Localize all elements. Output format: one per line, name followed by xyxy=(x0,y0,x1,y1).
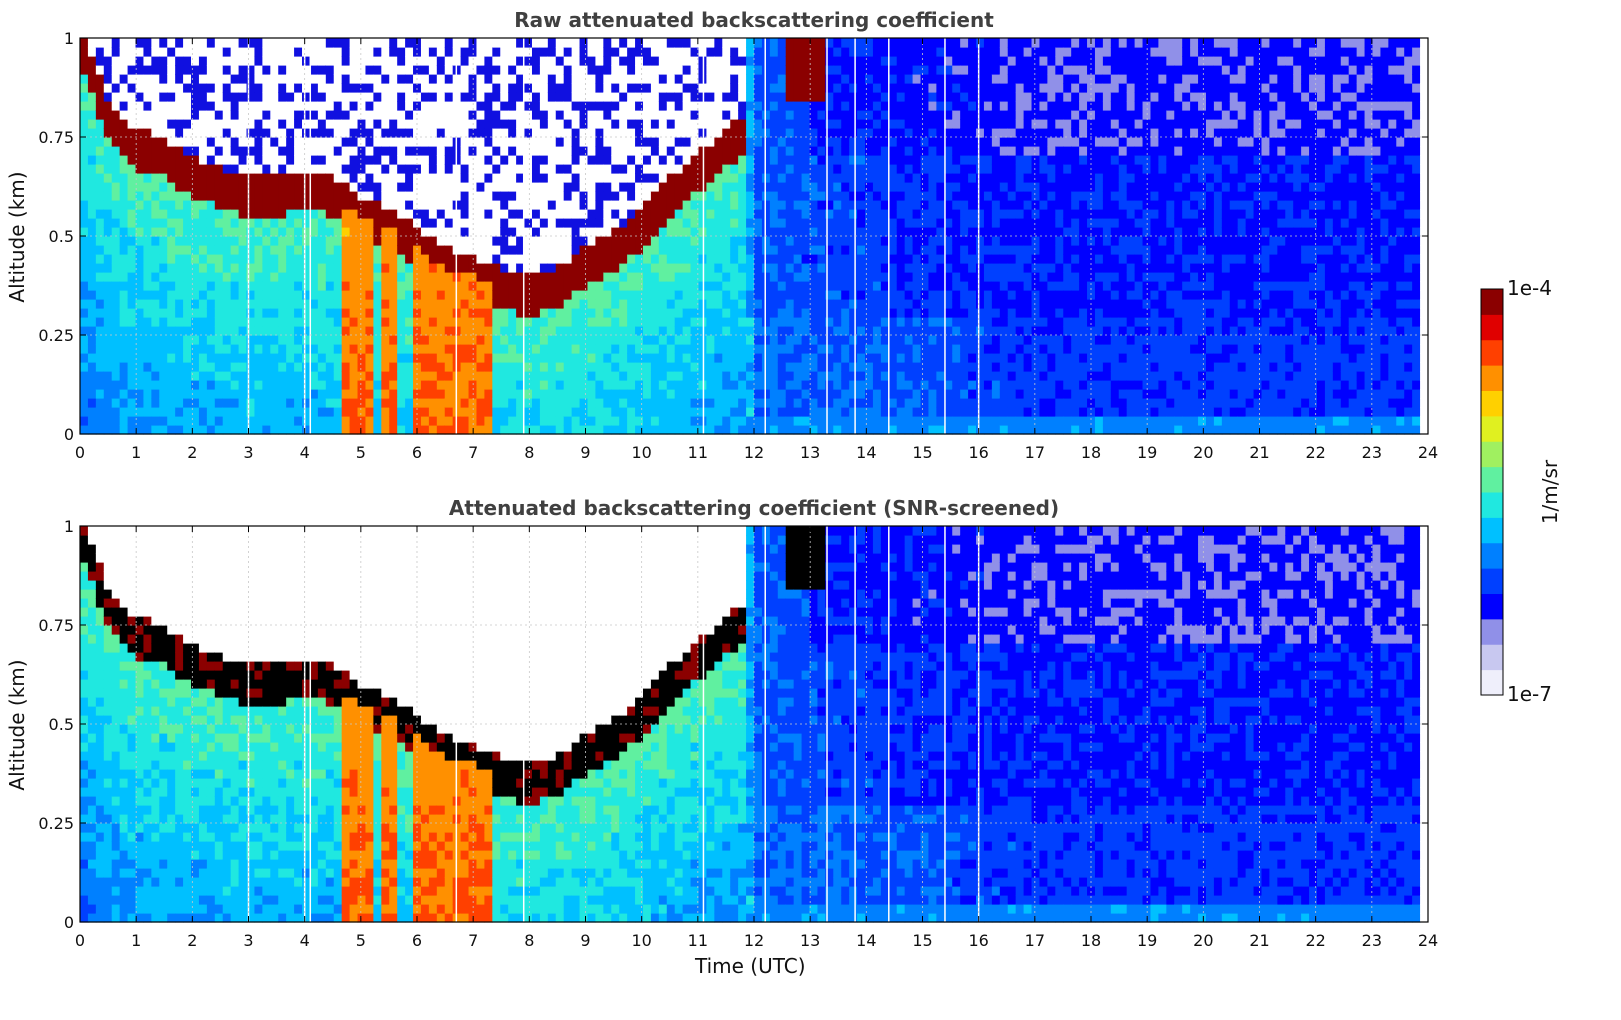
y-tick-label: 0 xyxy=(64,425,74,444)
colorbar-swatch xyxy=(1481,365,1503,391)
colorbar-swatch xyxy=(1481,289,1503,315)
y-tick-label: 0.75 xyxy=(38,128,74,147)
x-tick-label: 12 xyxy=(744,443,764,462)
y-tick-label: 0.75 xyxy=(38,616,74,635)
heatmap-cells xyxy=(80,38,1429,435)
x-tick-label: 6 xyxy=(412,443,422,462)
colorbar-swatch xyxy=(1481,593,1503,620)
x-tick-label: 18 xyxy=(1081,931,1101,950)
x-tick-label: 7 xyxy=(468,443,478,462)
x-axis-label: Time (UTC) xyxy=(695,954,806,978)
x-tick-label: 0 xyxy=(75,443,85,462)
grid-lines xyxy=(79,37,1429,435)
x-tick-label: 2 xyxy=(187,931,197,950)
x-tick-label: 21 xyxy=(1249,443,1269,462)
x-tick-label: 23 xyxy=(1362,931,1382,950)
x-tick-label: 13 xyxy=(800,931,820,950)
x-tick-label: 24 xyxy=(1418,931,1438,950)
y-tick-label: 1 xyxy=(64,517,74,536)
grid-lines xyxy=(79,525,1429,923)
x-tick-label: 3 xyxy=(243,931,253,950)
x-tick-label: 13 xyxy=(800,443,820,462)
colorbar-swatch xyxy=(1481,466,1503,493)
x-tick-label: 16 xyxy=(968,931,988,950)
x-tick-label: 8 xyxy=(524,931,534,950)
colorbar-swatch xyxy=(1481,644,1503,671)
heatmap-cells xyxy=(80,526,1429,923)
x-tick-label: 17 xyxy=(1025,931,1045,950)
y-tick-label: 0.25 xyxy=(38,326,74,345)
y-tick-label: 0 xyxy=(64,913,74,932)
colorbar-swatch xyxy=(1481,390,1503,417)
colorbar-unit-label: 1/m/sr xyxy=(1538,459,1562,525)
x-tick-label: 15 xyxy=(912,443,932,462)
colorbar-swatch xyxy=(1481,415,1503,442)
colorbar-swatch xyxy=(1481,618,1503,645)
x-tick-label: 4 xyxy=(300,443,310,462)
x-tick-label: 14 xyxy=(856,443,876,462)
axis-ticks: 0 1 2 3 4 5 6 7 8 9 10 11 12 13 14 15 16 17 18 19 20 21 22 23 24… xyxy=(38,517,1438,950)
x-tick-label: 22 xyxy=(1305,931,1325,950)
colorbar-min-label: 1e-7 xyxy=(1507,682,1552,706)
x-tick-label: 7 xyxy=(468,931,478,950)
axis-ticks: 0 1 2 3 4 5 6 7 8 9 10 11 12 13 14 15 16 17 18 19 20 21 22 23 24… xyxy=(38,29,1438,462)
x-tick-label: 9 xyxy=(580,443,590,462)
colorbar-swatch xyxy=(1481,669,1503,696)
x-tick-label: 21 xyxy=(1249,931,1269,950)
x-tick-label: 14 xyxy=(856,931,876,950)
x-tick-label: 9 xyxy=(580,931,590,950)
x-tick-label: 22 xyxy=(1305,443,1325,462)
colorbar-frame xyxy=(1480,288,1504,696)
bottom-chart-title: Attenuated backscattering coefficient (S… xyxy=(448,496,1060,520)
colorbar-swatch xyxy=(1481,568,1503,594)
x-tick-label: 4 xyxy=(300,931,310,950)
bottom-heatmap-svg: 0 1 2 3 4 5 6 7 8 9 10 11 12 13 14 15 16 17 18 19 20 21 22 23 24… xyxy=(38,517,1438,950)
x-tick-label: 10 xyxy=(631,443,651,462)
colorbar-swatch xyxy=(1481,517,1503,544)
colorbar-svg xyxy=(1480,288,1504,696)
colorbar-swatch xyxy=(1481,441,1503,468)
colorbar-swatch xyxy=(1481,492,1503,518)
x-tick-label: 20 xyxy=(1193,443,1213,462)
top-heatmap-plot: 0 1 2 3 4 5 6 7 8 9 10 11 12 13 14 15 16 17 18 19 20 21 22 23 24… xyxy=(0,0,1470,470)
y-tick-label: 0.25 xyxy=(38,814,74,833)
y-tick-label: 0.5 xyxy=(49,227,74,246)
x-tick-label: 20 xyxy=(1193,931,1213,950)
x-tick-label: 24 xyxy=(1418,443,1438,462)
x-tick-label: 6 xyxy=(412,931,422,950)
y-tick-label: 0.5 xyxy=(49,715,74,734)
x-tick-label: 17 xyxy=(1025,443,1045,462)
colorbar-max-label: 1e-4 xyxy=(1507,276,1552,300)
x-tick-label: 3 xyxy=(243,443,253,462)
x-tick-label: 11 xyxy=(688,931,708,950)
x-tick-label: 19 xyxy=(1137,443,1157,462)
x-tick-label: 8 xyxy=(524,443,534,462)
colorbar-swatch xyxy=(1481,314,1503,341)
x-tick-label: 10 xyxy=(631,931,651,950)
colorbar xyxy=(1480,288,1504,696)
x-tick-label: 5 xyxy=(356,931,366,950)
y-tick-label: 1 xyxy=(64,29,74,48)
top-chart-title: Raw attenuated backscattering coefficien… xyxy=(514,8,994,32)
x-tick-label: 19 xyxy=(1137,931,1157,950)
x-tick-label: 0 xyxy=(75,931,85,950)
x-tick-label: 1 xyxy=(131,931,141,950)
colorbar-swatch xyxy=(1481,339,1503,366)
x-tick-label: 18 xyxy=(1081,443,1101,462)
x-tick-label: 11 xyxy=(688,443,708,462)
x-tick-label: 15 xyxy=(912,931,932,950)
x-tick-label: 1 xyxy=(131,443,141,462)
bottom-heatmap-plot: 0 1 2 3 4 5 6 7 8 9 10 11 12 13 14 15 16 17 18 19 20 21 22 23 24… xyxy=(0,488,1470,958)
x-tick-label: 5 xyxy=(356,443,366,462)
x-tick-label: 2 xyxy=(187,443,197,462)
x-tick-label: 16 xyxy=(968,443,988,462)
top-heatmap-svg: 0 1 2 3 4 5 6 7 8 9 10 11 12 13 14 15 16 17 18 19 20 21 22 23 24… xyxy=(38,29,1438,462)
colorbar-swatch xyxy=(1481,542,1503,569)
x-tick-label: 12 xyxy=(744,931,764,950)
x-tick-label: 23 xyxy=(1362,443,1382,462)
